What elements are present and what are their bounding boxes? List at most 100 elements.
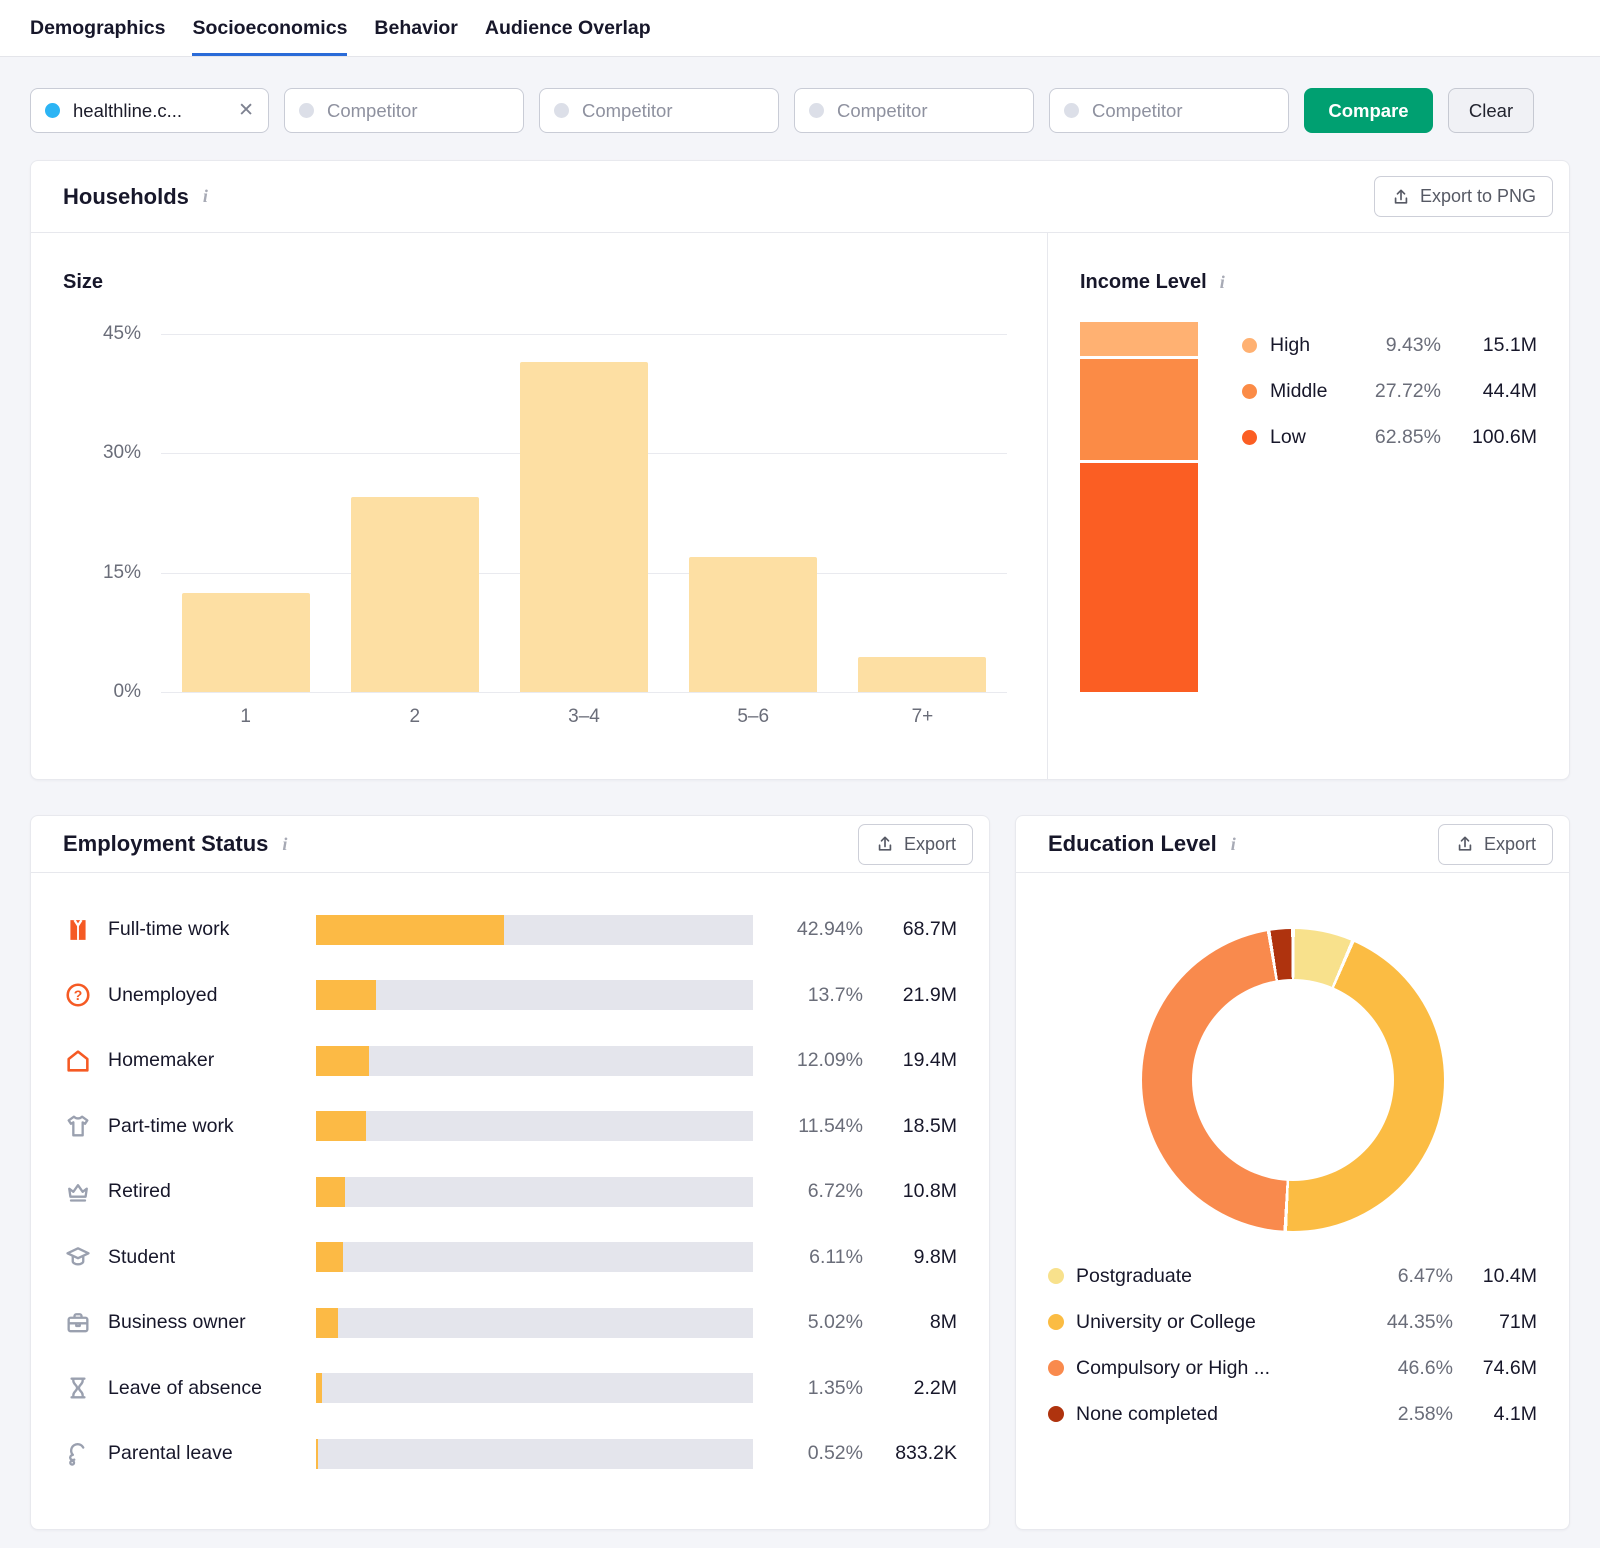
clear-button[interactable]: Clear bbox=[1448, 88, 1534, 133]
tab-audience-overlap[interactable]: Audience Overlap bbox=[484, 16, 651, 39]
legend-dot bbox=[1048, 1406, 1064, 1422]
income-legend-pct: 27.72% bbox=[1374, 379, 1441, 402]
employment-row: Retired 6.72% 10.8M bbox=[63, 1159, 957, 1225]
tab-socioeconomics[interactable]: Socioeconomics bbox=[192, 0, 348, 56]
education-level-card: Education Level i Export Postgraduate 6.4… bbox=[1015, 815, 1570, 1530]
size-y-tick: 15% bbox=[102, 561, 141, 583]
education-legend-value: 71M bbox=[1499, 1310, 1537, 1333]
education-legend-row: Compulsory or High ... 46.6% 74.6M bbox=[1048, 1345, 1537, 1391]
income-legend-value: 44.4M bbox=[1482, 379, 1537, 402]
household-size-section: Size 0% 15% 30% 45% 1 2 3–4 5–6 7+ bbox=[31, 233, 1047, 779]
competitor-input-4[interactable] bbox=[1049, 88, 1289, 133]
size-y-tick: 45% bbox=[102, 323, 141, 344]
education-export-button[interactable]: Export bbox=[1437, 823, 1553, 865]
employment-pct: 6.72% bbox=[807, 1180, 863, 1203]
employment-row: Leave of absence 1.35% 2.2M bbox=[63, 1356, 957, 1422]
employment-bar-fill bbox=[316, 1307, 338, 1338]
tshirt-icon bbox=[63, 1111, 93, 1141]
employment-bar-fill bbox=[316, 1373, 322, 1404]
employment-bar-fill bbox=[316, 914, 504, 945]
employment-label: Leave of absence bbox=[108, 1376, 262, 1399]
legend-dot bbox=[1048, 1314, 1064, 1330]
employment-label: Student bbox=[108, 1245, 176, 1268]
employment-status-info-icon[interactable]: i bbox=[282, 833, 288, 854]
competitor-field-2[interactable] bbox=[582, 99, 764, 122]
employment-value: 10.8M bbox=[902, 1180, 957, 1203]
filter-row: healthline.c... ✕ Compare Clear bbox=[30, 88, 1570, 133]
domain-color-dot bbox=[45, 103, 60, 118]
employment-status-card: Employment Status i Export Full-time wor… bbox=[30, 815, 990, 1530]
graduation-cap-icon bbox=[63, 1242, 93, 1272]
employment-bar-track bbox=[316, 1307, 753, 1338]
employment-export-button[interactable]: Export bbox=[857, 823, 973, 865]
employment-bar-track bbox=[316, 1373, 753, 1404]
households-info-icon[interactable]: i bbox=[202, 186, 208, 206]
compare-button[interactable]: Compare bbox=[1304, 88, 1433, 133]
employment-pct: 42.94% bbox=[796, 918, 863, 941]
education-legend-pct: 44.35% bbox=[1386, 1310, 1453, 1333]
size-bar-1 bbox=[181, 592, 310, 692]
size-x-tick: 7+ bbox=[911, 706, 934, 727]
export-icon bbox=[1391, 187, 1411, 207]
size-title: Size bbox=[63, 271, 104, 293]
employment-label: Unemployed bbox=[108, 983, 218, 1006]
employment-pct: 0.52% bbox=[807, 1442, 863, 1465]
competitor-field-4[interactable] bbox=[1092, 99, 1274, 122]
competitor-color-dot bbox=[809, 103, 824, 118]
households-card: Households i Export to PNG Size 0% 15% 30%… bbox=[30, 160, 1570, 780]
employment-label: Part-time work bbox=[108, 1114, 234, 1137]
employment-bar-track bbox=[316, 1176, 753, 1207]
size-bar-2 bbox=[350, 497, 479, 692]
income-segment-middle bbox=[1080, 359, 1198, 461]
export-icon bbox=[1455, 834, 1475, 854]
education-level-info-icon[interactable]: i bbox=[1230, 833, 1236, 854]
export-to-png-button[interactable]: Export to PNG bbox=[1373, 176, 1553, 217]
employment-pct: 12.09% bbox=[796, 1049, 863, 1072]
income-segment-high bbox=[1080, 322, 1198, 357]
employment-pct: 11.54% bbox=[798, 1114, 863, 1137]
employment-pct: 5.02% bbox=[807, 1311, 863, 1334]
income-level-title: Income Level bbox=[1080, 271, 1207, 293]
competitor-input-3[interactable] bbox=[794, 88, 1034, 133]
education-legend-row: Postgraduate 6.47% 10.4M bbox=[1048, 1253, 1537, 1299]
income-legend-label: Low bbox=[1270, 425, 1306, 448]
education-level-title: Education Level bbox=[1048, 831, 1217, 856]
employment-row: Part-time work 11.54% 18.5M bbox=[63, 1094, 957, 1160]
remove-domain-icon[interactable]: ✕ bbox=[238, 100, 254, 121]
employment-label: Homemaker bbox=[108, 1049, 215, 1072]
employment-label: Parental leave bbox=[108, 1442, 233, 1465]
legend-dot bbox=[1048, 1268, 1064, 1284]
primary-domain-chip[interactable]: healthline.c... ✕ bbox=[30, 88, 269, 133]
home-icon bbox=[63, 1046, 93, 1076]
competitor-field-1[interactable] bbox=[327, 99, 509, 122]
employment-row: Parental leave 0.52% 833.2K bbox=[63, 1421, 957, 1487]
employment-bar-track bbox=[316, 1045, 753, 1076]
tab-demographics[interactable]: Demographics bbox=[30, 16, 166, 39]
education-legend: Postgraduate 6.47% 10.4M University or Coll… bbox=[1016, 1253, 1569, 1437]
competitor-field-3[interactable] bbox=[837, 99, 1019, 122]
income-stacked-bar bbox=[1080, 322, 1198, 693]
employment-value: 18.5M bbox=[902, 1114, 957, 1137]
education-legend-label: University or College bbox=[1076, 1310, 1256, 1333]
income-legend-row: Middle 27.72% 44.4M bbox=[1242, 368, 1537, 414]
competitor-input-2[interactable] bbox=[539, 88, 779, 133]
employment-bar-fill bbox=[316, 1176, 346, 1207]
size-y-tick: 0% bbox=[113, 681, 141, 702]
employment-bar-fill bbox=[316, 1111, 367, 1142]
legend-dot bbox=[1242, 337, 1257, 353]
donut-hole bbox=[1191, 979, 1394, 1181]
employment-status-title: Employment Status bbox=[63, 831, 269, 856]
tab-behavior[interactable]: Behavior bbox=[374, 16, 458, 39]
education-legend-label: Compulsory or High ... bbox=[1076, 1356, 1270, 1379]
competitor-input-1[interactable] bbox=[284, 88, 524, 133]
education-legend-pct: 46.6% bbox=[1397, 1356, 1453, 1379]
employment-value: 21.9M bbox=[902, 983, 957, 1006]
education-legend-label: Postgraduate bbox=[1076, 1264, 1193, 1287]
education-legend-value: 10.4M bbox=[1482, 1264, 1537, 1287]
crown-icon bbox=[63, 1177, 93, 1207]
size-x-tick: 3–4 bbox=[568, 706, 600, 727]
vest-icon bbox=[63, 915, 93, 945]
income-level-info-icon[interactable]: i bbox=[1219, 272, 1225, 292]
employment-bar-track bbox=[316, 1242, 753, 1273]
tab-bar: Demographics Socioeconomics Behavior Aud… bbox=[0, 0, 1600, 57]
